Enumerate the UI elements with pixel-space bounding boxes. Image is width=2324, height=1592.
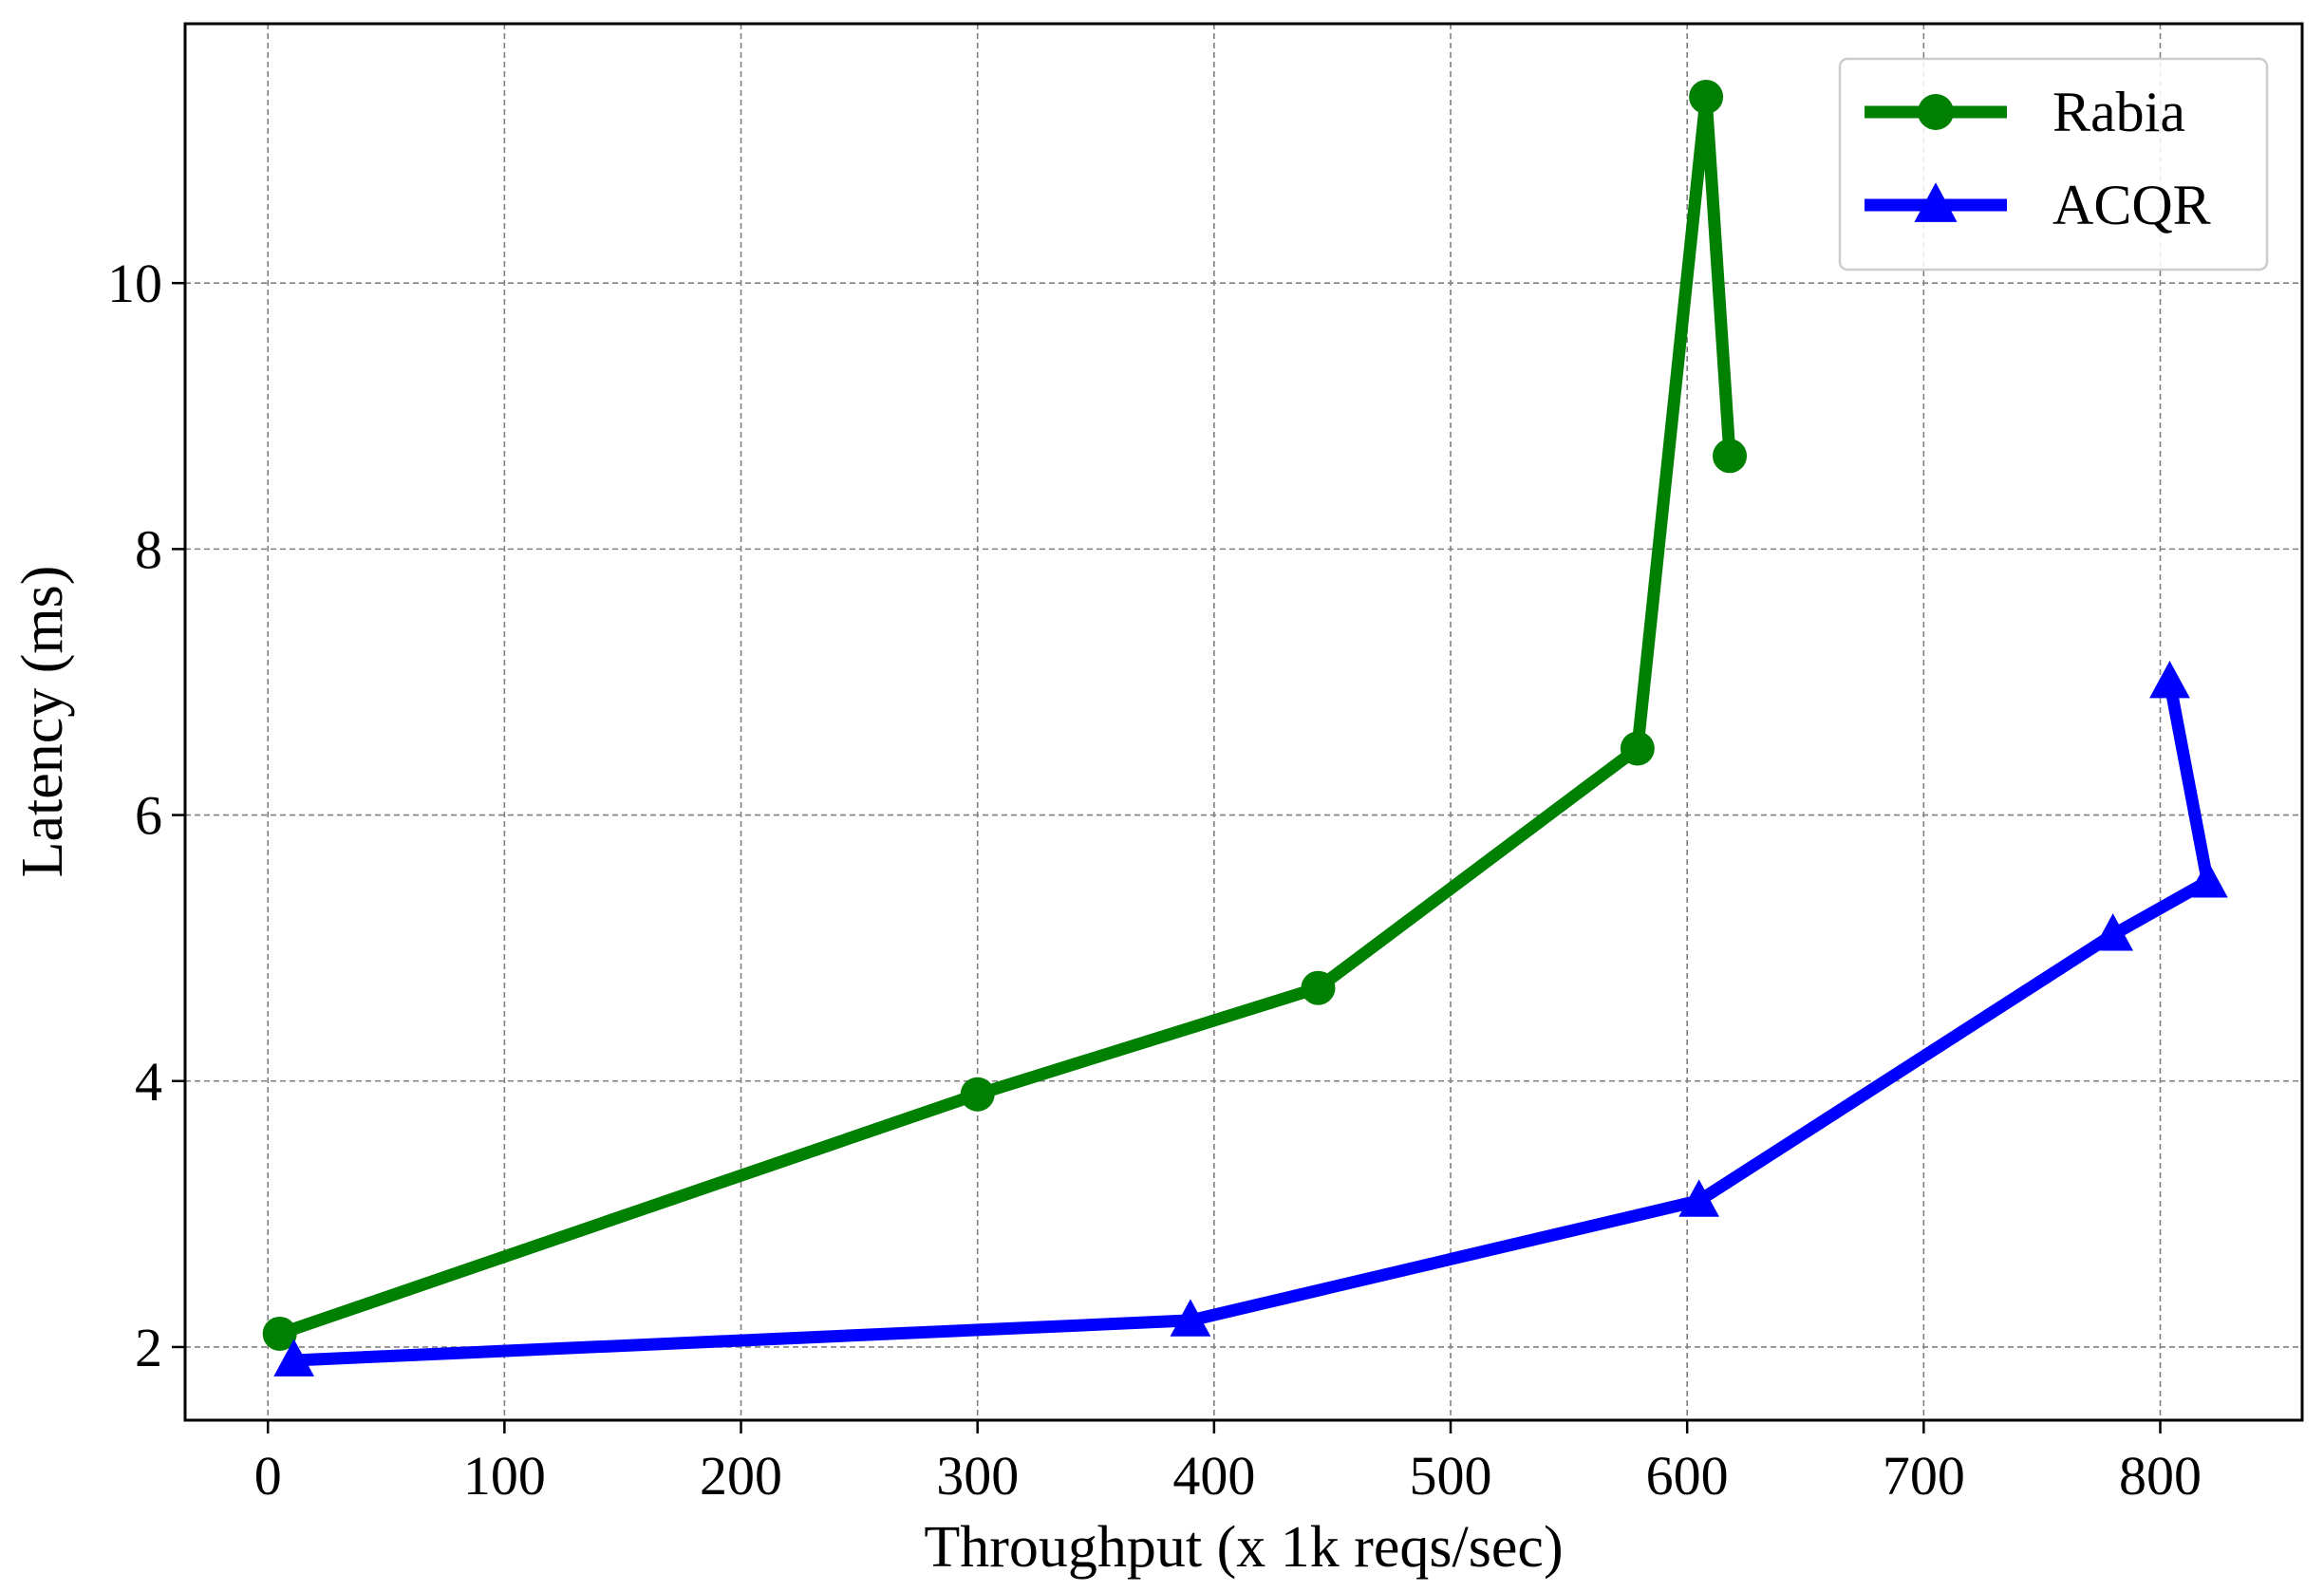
y-axis-title: Latency (ms) [10, 566, 75, 878]
y-tick-label: 4 [135, 1051, 162, 1113]
x-tick-label: 100 [463, 1445, 546, 1507]
acqr-point [1170, 1299, 1211, 1337]
x-tick-label: 0 [254, 1445, 282, 1507]
legend-item-rabia: Rabia [1865, 81, 2185, 143]
rabia-line [273, 90, 1736, 1340]
legend-label-acqr: ACQR [2052, 174, 2211, 236]
rabia-point [1620, 731, 1655, 766]
rabia-point [960, 1077, 995, 1112]
rabia-point [1713, 439, 1748, 474]
legend-marker-acqr [1914, 182, 1958, 222]
acqr-point [2092, 913, 2134, 951]
acqr-point [1678, 1179, 1720, 1217]
rabia-point [262, 1316, 297, 1351]
acqr-point [2149, 660, 2190, 699]
rabia-point [1301, 970, 1336, 1005]
x-tick-label: 400 [1172, 1445, 1255, 1507]
ticks: 0 100 200 300 400 500 600 700 800 2 4 6 8 10 [107, 253, 2202, 1507]
legend-marker-rabia [1918, 94, 1954, 130]
plot-frame [183, 22, 2304, 1422]
x-tick-label: 200 [700, 1445, 782, 1507]
legend-item-acqr: ACQR [1865, 174, 2211, 236]
y-tick-label: 6 [135, 785, 162, 847]
acqr-series [273, 660, 2228, 1377]
acqr-point [2186, 860, 2228, 898]
x-tick-label: 500 [1410, 1445, 1492, 1507]
x-tick-label: 600 [1646, 1445, 1729, 1507]
legend-label-rabia: Rabia [2052, 81, 2185, 143]
acqr-line [288, 675, 2214, 1367]
acqr-point [273, 1339, 314, 1377]
y-tick-label: 2 [135, 1317, 162, 1378]
x-tick-label: 700 [1883, 1445, 1965, 1507]
x-tick-label: 300 [936, 1445, 1019, 1507]
legend: Rabia ACQR [1838, 57, 2269, 272]
y-tick-label: 8 [135, 518, 162, 580]
rabia-point [1689, 80, 1724, 115]
series-layer [262, 80, 2228, 1377]
x-axis-title: Throughput (x 1k reqs/sec) [924, 1515, 1563, 1580]
x-tick-label: 800 [2119, 1445, 2202, 1507]
rabia-series [262, 80, 1748, 1351]
y-tick-label: 10 [107, 253, 162, 314]
